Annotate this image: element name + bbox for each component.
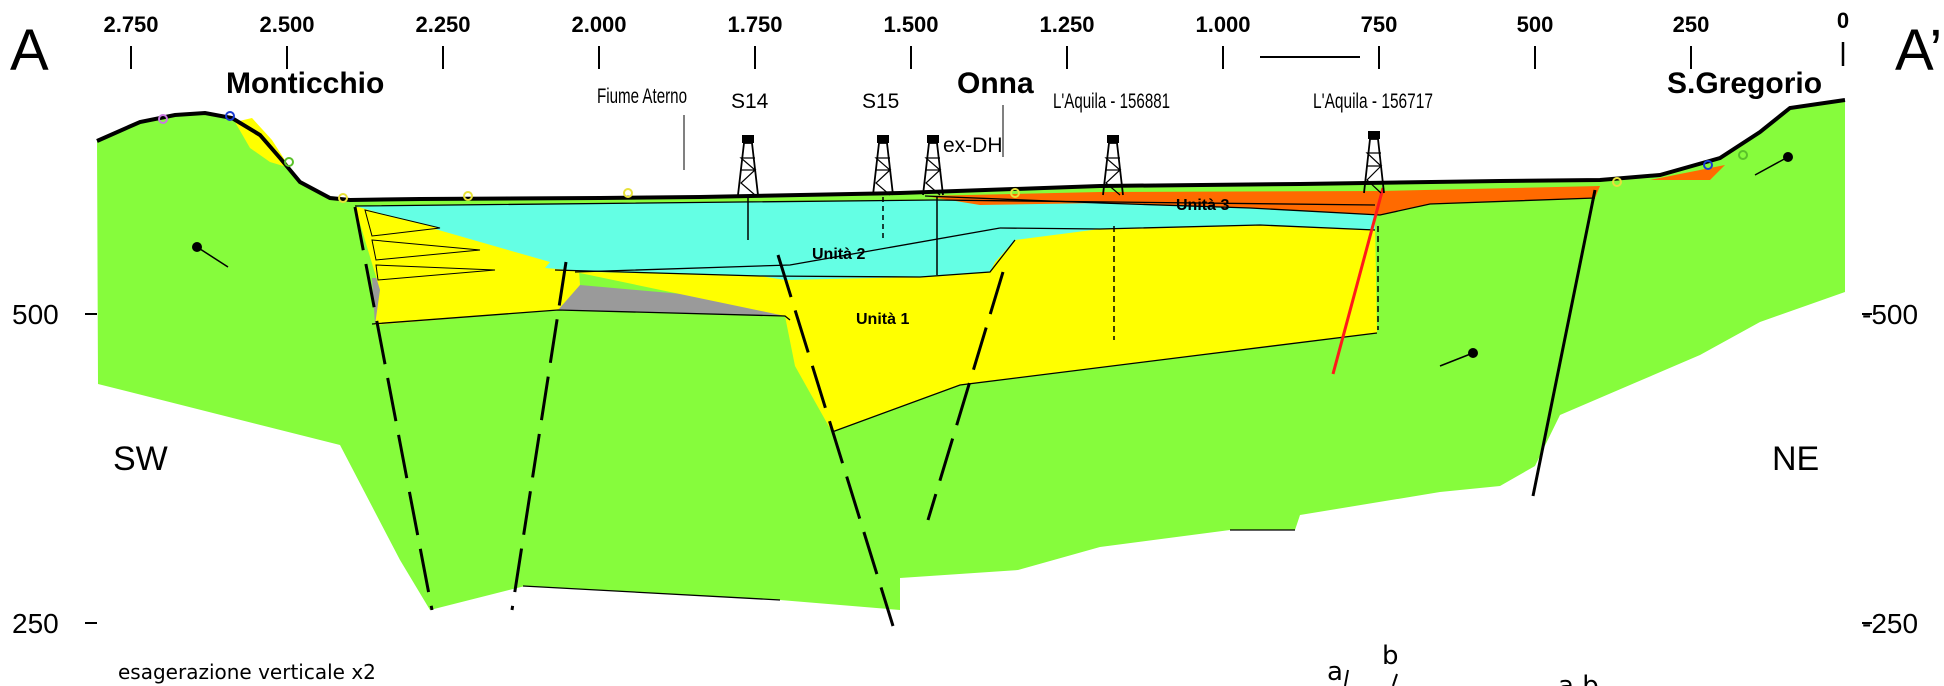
unit3-body (925, 186, 1600, 215)
vertical-exaggeration-note: esagerazione verticale x2 (118, 660, 376, 684)
borehole-s14[interactable] (737, 135, 759, 240)
borehole-label-laquila-156881: L'Aquila - 156881 (1053, 90, 1170, 113)
bedding-dip-symbols (196, 156, 1789, 367)
fault-lines (353, 189, 1597, 627)
contact-lines (354, 195, 1596, 601)
borehole-label-laquila-156717: L'Aquila - 156717 (1313, 90, 1433, 113)
direction-ne: NE (1772, 440, 1819, 478)
locality-monticchio: Monticchio (226, 67, 384, 100)
section-end-label: A’ (1895, 18, 1942, 83)
section-start-label: A (10, 18, 49, 83)
elevation-label-right-500: -500 (1862, 299, 1918, 330)
distance-tick-1750: 1.750 (727, 12, 782, 37)
intercalation-teeth (364, 209, 496, 281)
distance-tick-1250: 1.250 (1039, 12, 1094, 37)
legend-mark-ab: a b (1558, 671, 1599, 686)
distance-tick-2500: 2.500 (259, 12, 314, 37)
distance-tick-1000: 1.000 (1195, 12, 1250, 37)
unit2-body (355, 200, 1375, 280)
distance-tick-1500: 1.500 (883, 12, 938, 37)
borehole-laquila-156881[interactable] (1102, 135, 1124, 340)
legend-mark-a-stroke (1344, 669, 1349, 686)
legend-mark-b-stroke (1392, 673, 1398, 686)
elevation-label-right-250: -250 (1862, 608, 1918, 639)
unit-label-2: Unità 2 (812, 246, 865, 263)
locality-fiume-aterno: Fiume Aterno (597, 85, 687, 108)
elevation-ticks (85, 313, 1872, 624)
distance-tick-250: 250 (1673, 12, 1710, 37)
elevation-label-left-250: 250 (12, 608, 59, 639)
distance-tick-500: 500 (1517, 12, 1554, 37)
borehole-label-ex-dh: ex-DH (943, 134, 1003, 157)
legend-mark-a: a (1327, 657, 1343, 686)
topographic-profile (96, 98, 1846, 203)
legend-mark-b: b (1382, 641, 1399, 671)
distance-tick-2250: 2.250 (415, 12, 470, 37)
distance-tick-2750: 2.750 (103, 12, 158, 37)
borehole-s15[interactable] (872, 135, 894, 238)
borehole-laquila-156717[interactable] (1363, 131, 1385, 330)
borehole-ex-dh[interactable] (922, 135, 944, 275)
direction-sw: SW (113, 440, 168, 478)
distance-tick-2000: 2.000 (571, 12, 626, 37)
distance-axis (130, 42, 1845, 69)
surface-markers (158, 111, 1748, 203)
unit-label-1: Unità 1 (856, 311, 909, 328)
distance-tick-0: 0 (1837, 8, 1849, 33)
locality-onna: Onna (957, 67, 1034, 100)
red-fault-line (1331, 187, 1385, 375)
bedding-dip-dots (192, 152, 1793, 358)
locality-s-gregorio: S.Gregorio (1667, 67, 1822, 100)
distance-tick-750: 750 (1361, 12, 1398, 37)
borehole-label-s15: S15 (862, 90, 899, 113)
elevation-label-left-500: 500 (12, 299, 59, 330)
borehole-label-s14: S14 (731, 90, 769, 113)
unit-label-3: Unità 3 (1176, 197, 1229, 214)
